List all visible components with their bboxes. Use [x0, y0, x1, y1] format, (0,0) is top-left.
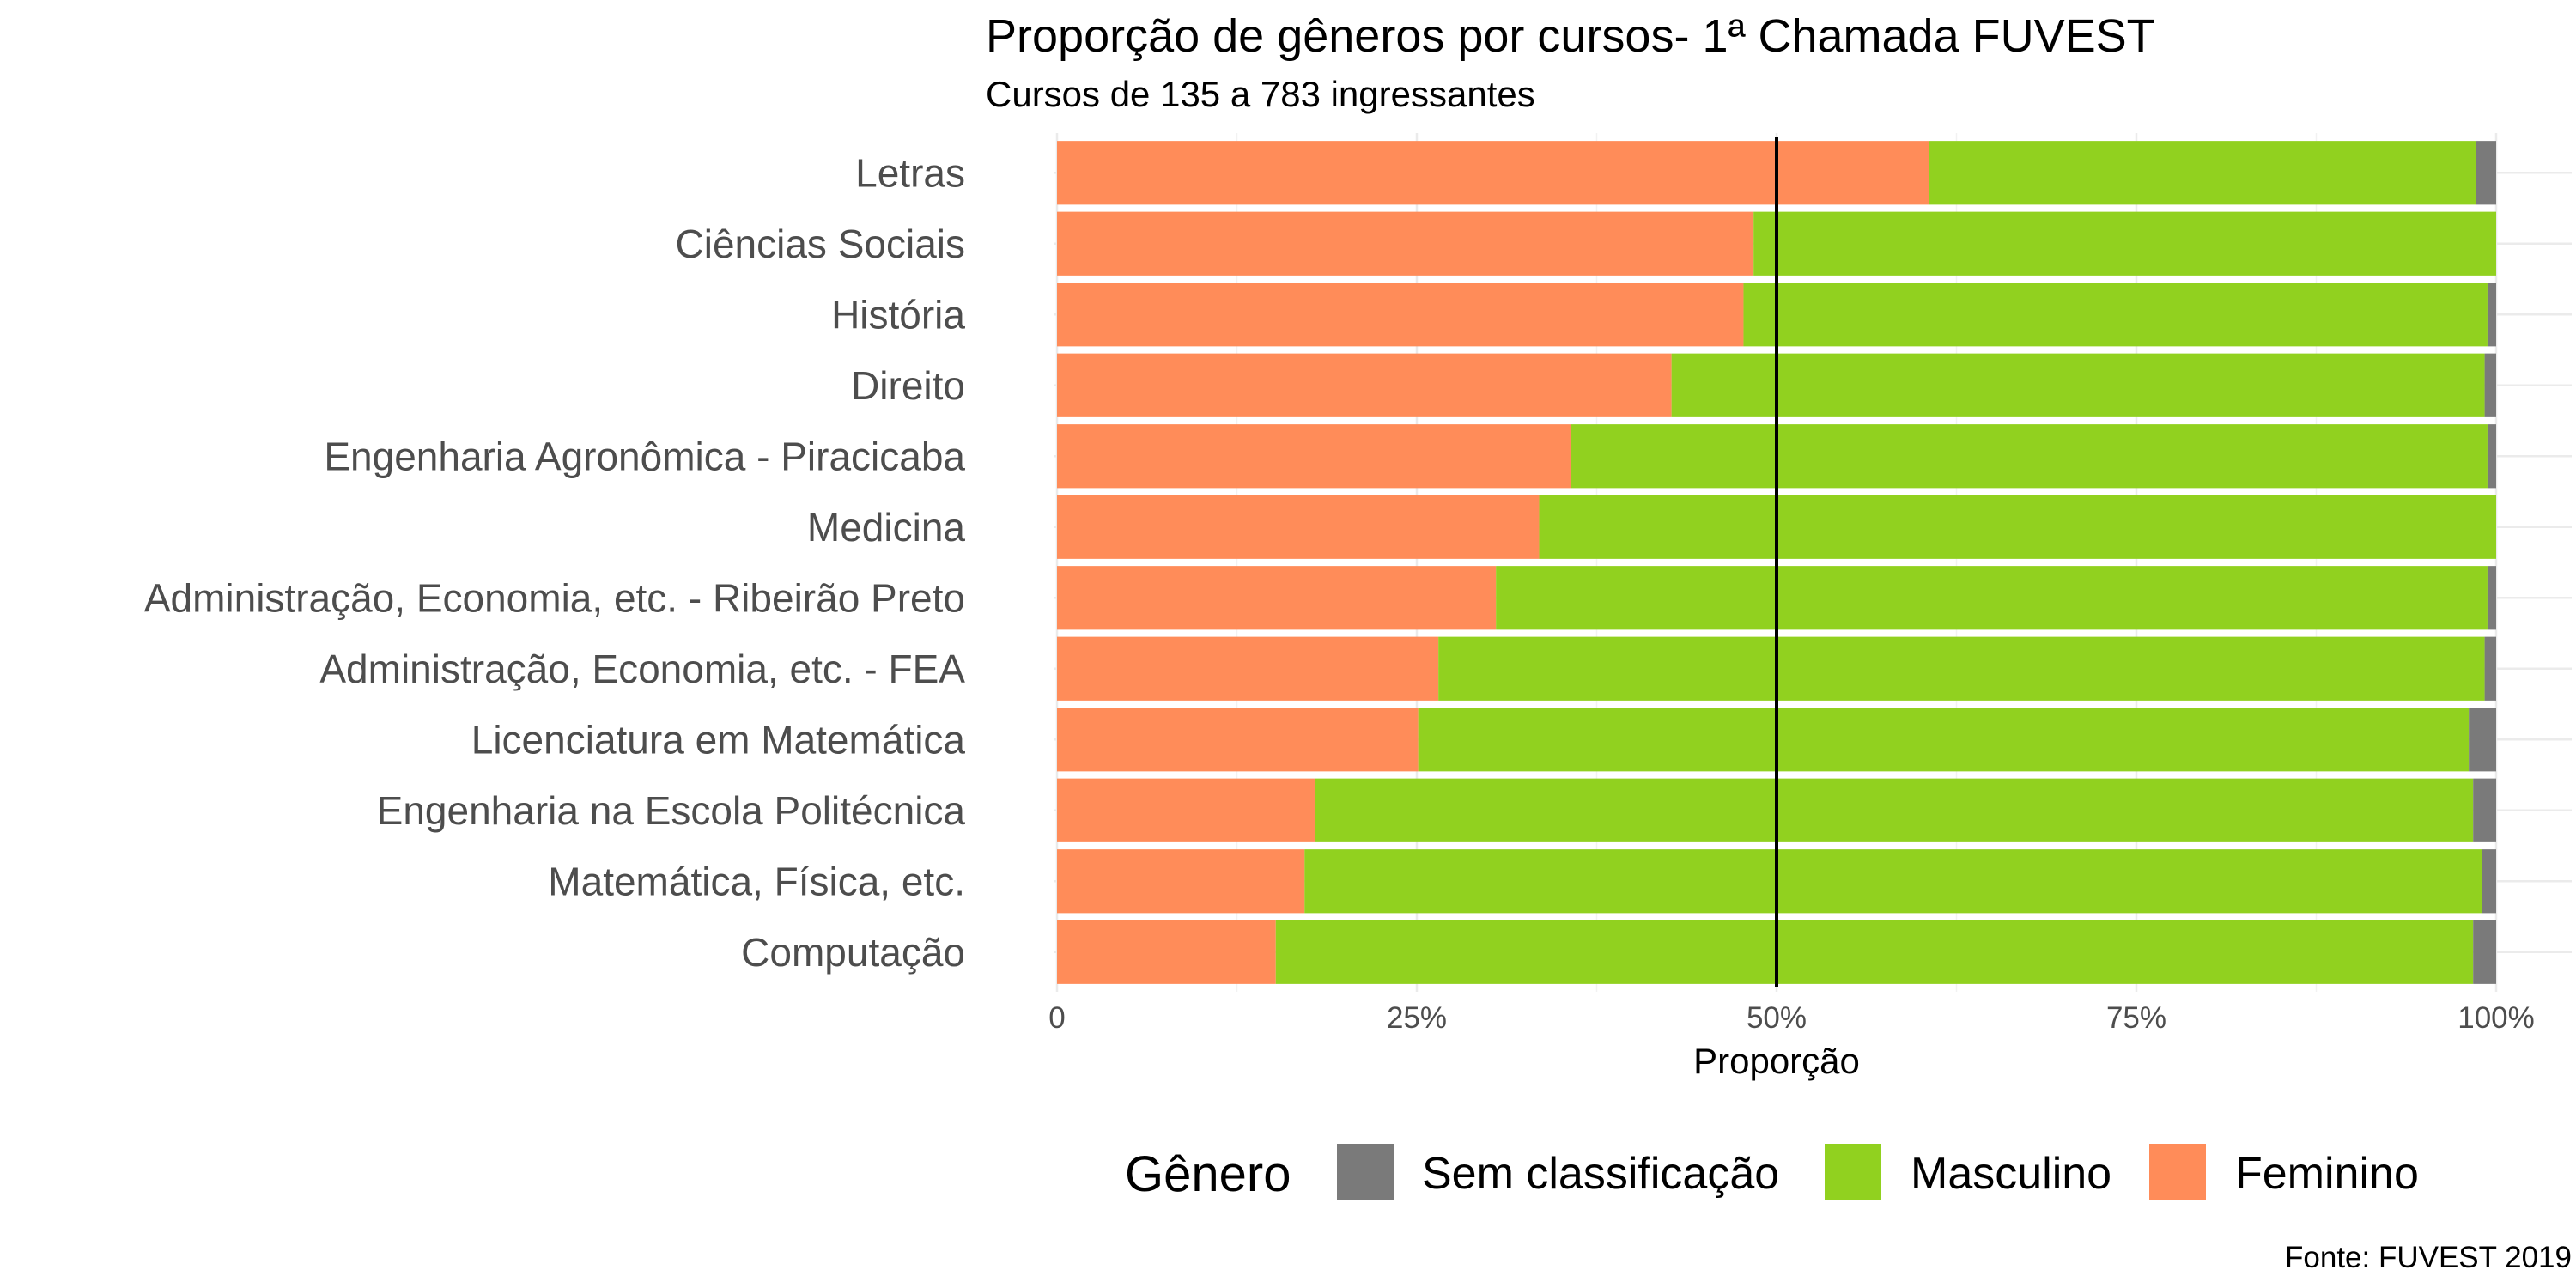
legend-label: Sem classificação: [1422, 1149, 1779, 1199]
bar-sem-classificação: [2484, 353, 2496, 417]
category-label: Medicina: [807, 505, 966, 550]
x-tick-label: 25%: [1387, 1001, 1447, 1035]
x-tick-label: 75%: [2106, 1001, 2166, 1035]
bar-feminino: [1057, 353, 1672, 417]
bar-feminino: [1057, 566, 1497, 630]
category-label: História: [831, 292, 965, 337]
bar-masculino: [1496, 566, 2488, 630]
legend-key-feminino: [2149, 1144, 2206, 1200]
category-label: Ciências Sociais: [676, 222, 965, 266]
legend-key-masculino: [1825, 1144, 1881, 1200]
bar-masculino: [1304, 849, 2482, 914]
category-label: Engenharia Agronômica - Piracicaba: [324, 434, 965, 478]
x-axis-title: Proporção: [1693, 1041, 1860, 1081]
chart-title: Proporção de gêneros por cursos- 1ª Cham…: [986, 10, 2155, 62]
bar-sem-classificação: [2476, 141, 2496, 205]
bar-feminino: [1057, 920, 1276, 984]
category-label: Matemática, Física, etc.: [548, 859, 965, 903]
bar-feminino: [1057, 211, 1754, 276]
bar-feminino: [1057, 849, 1305, 914]
bar-sem-classificação: [2473, 920, 2496, 984]
bar-sem-classificação: [2469, 708, 2496, 772]
legend-title: Gênero: [1125, 1146, 1291, 1202]
bar-masculino: [1929, 141, 2476, 205]
bar-masculino: [1539, 495, 2496, 559]
bar-sem-classificação: [2487, 283, 2496, 347]
category-label: Computação: [741, 930, 965, 975]
category-label: Administração, Economia, etc. - FEA: [319, 647, 965, 691]
bar-masculino: [1753, 211, 2496, 276]
x-tick-label: 50%: [1747, 1001, 1807, 1035]
bar-masculino: [1671, 353, 2485, 417]
bar-feminino: [1057, 283, 1744, 347]
bar-masculino: [1275, 920, 2474, 984]
bar-masculino: [1571, 424, 2488, 489]
bar-sem-classificação: [2473, 778, 2496, 842]
bar-masculino: [1438, 636, 2485, 701]
bar-sem-classificação: [2487, 566, 2496, 630]
legend: Gênero Sem classificação Masculino Feminino: [1125, 1144, 2419, 1202]
bar-feminino: [1057, 424, 1571, 489]
bar-feminino: [1057, 708, 1419, 772]
x-tick-label: 100%: [2458, 1001, 2535, 1035]
bar-masculino: [1743, 283, 2488, 347]
bar-masculino: [1315, 778, 2474, 842]
chart-subtitle: Cursos de 135 a 783 ingressantes: [986, 74, 1535, 114]
category-label: Letras: [855, 150, 965, 195]
category-label: Administração, Economia, etc. - Ribeirão…: [144, 575, 965, 620]
category-label: Licenciatura em Matemática: [471, 717, 966, 762]
bar-feminino: [1057, 495, 1540, 559]
legend-label: Masculino: [1911, 1149, 2111, 1199]
x-axis-ticks: 0 25% 50% 75% 100%: [1048, 1001, 2535, 1035]
category-label: Direito: [851, 363, 965, 408]
category-labels: Letras Ciências Sociais História Direito Eng…: [144, 150, 966, 975]
category-label: Engenharia na Escola Politécnica: [377, 788, 966, 833]
bar-feminino: [1057, 141, 1929, 205]
legend-label: Feminino: [2235, 1149, 2419, 1199]
bar-feminino: [1057, 636, 1439, 701]
bar-feminino: [1057, 778, 1315, 842]
bar-masculino: [1418, 708, 2470, 772]
bar-sem-classificação: [2484, 636, 2496, 701]
legend-key-sem-classificação: [1337, 1144, 1394, 1200]
x-tick-label: 0: [1048, 1001, 1065, 1035]
bar-sem-classificação: [2482, 849, 2496, 914]
bars: [1057, 141, 2496, 984]
bar-sem-classificação: [2487, 424, 2496, 489]
caption: Fonte: FUVEST 2019: [2285, 1241, 2572, 1274]
